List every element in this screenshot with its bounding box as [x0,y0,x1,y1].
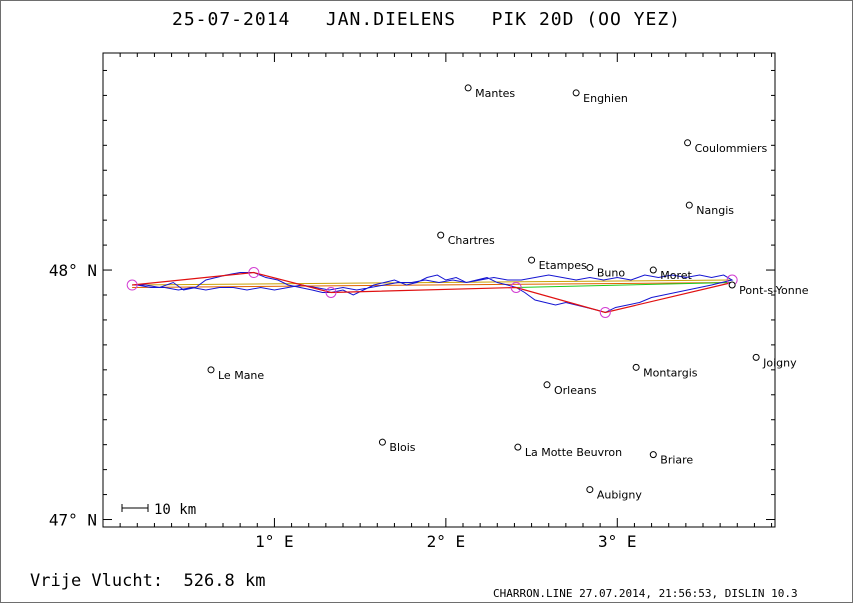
city-label: Nangis [696,204,734,217]
scale-bar-label: 10 km [154,502,196,518]
axis-ticks [102,53,775,527]
map-plot-area [102,52,776,528]
city-label: Enghien [583,92,628,105]
city-label: Chartres [448,234,495,247]
lon-label: 2° E [427,532,466,551]
city-marker [543,381,551,389]
return-leg [132,282,733,289]
city-label: Mantes [475,87,515,100]
latitude-labels: 47° N 48° N [49,261,97,529]
city-label: Blois [389,441,415,454]
flight-track [132,272,734,313]
city-marker [685,201,693,209]
green-leg [516,282,733,289]
city-marker [752,353,760,361]
city-marker [207,366,215,374]
lon-label: 3° E [598,532,637,551]
city-marker [649,266,657,274]
city-marker [586,264,594,272]
city-label: Buno [597,267,625,280]
route-legs [132,279,733,289]
city-marker [684,139,692,147]
city-label: Joigny [762,356,797,369]
free-flight-value: 526.8 km [183,571,266,591]
turnpoints [126,267,738,318]
turnpoint-marker [599,306,611,318]
lat-label: 48° N [49,261,97,280]
city-label: Orleans [554,384,597,397]
lon-label: 1° E [255,532,294,551]
turnpoint-marker [510,282,522,294]
city-label: La Motte Beuvron [525,446,622,459]
flight-title: 25-07-2014 JAN.DIELENS PIK 20D (OO YEZ) [172,9,681,30]
city-label: Briare [660,454,693,467]
free-flight-distance: Vrije Vlucht: 526.8 km [30,571,265,591]
city-label: Coulommiers [695,142,768,155]
city-label: Montargis [643,366,698,379]
city-label: Moret [660,269,692,282]
city-marker [437,231,445,239]
software-stamp: CHARRON.LINE 27.07.2014, 21:56:53, DISLI… [493,587,798,600]
city-markers: Mantes Enghien Coulommiers Nangis Chartres Et… [207,84,809,502]
city-label: Etampes [539,259,587,272]
city-marker [464,84,472,92]
city-marker [632,363,640,371]
optimized-route [132,271,733,314]
longitude-labels: 1° E 2° E 3° E [255,532,636,551]
city-marker [728,281,736,289]
city-marker [649,451,657,459]
turnpoint-marker [126,279,138,291]
free-flight-label: Vrije Vlucht: [30,571,164,591]
city-label: Aubigny [597,489,642,502]
turnpoint-marker [248,267,260,279]
lat-label: 47° N [49,511,97,530]
city-marker [586,486,594,494]
city-label: Pont-s-Yonne [739,284,809,297]
outbound-leg [132,279,733,286]
city-marker [528,256,536,264]
city-marker [378,438,386,446]
turnpoint-marker [325,286,337,298]
city-marker [514,443,522,451]
city-label: Le Mane [218,369,264,382]
scale-bar: 10 km [121,502,196,518]
city-marker [572,89,580,97]
